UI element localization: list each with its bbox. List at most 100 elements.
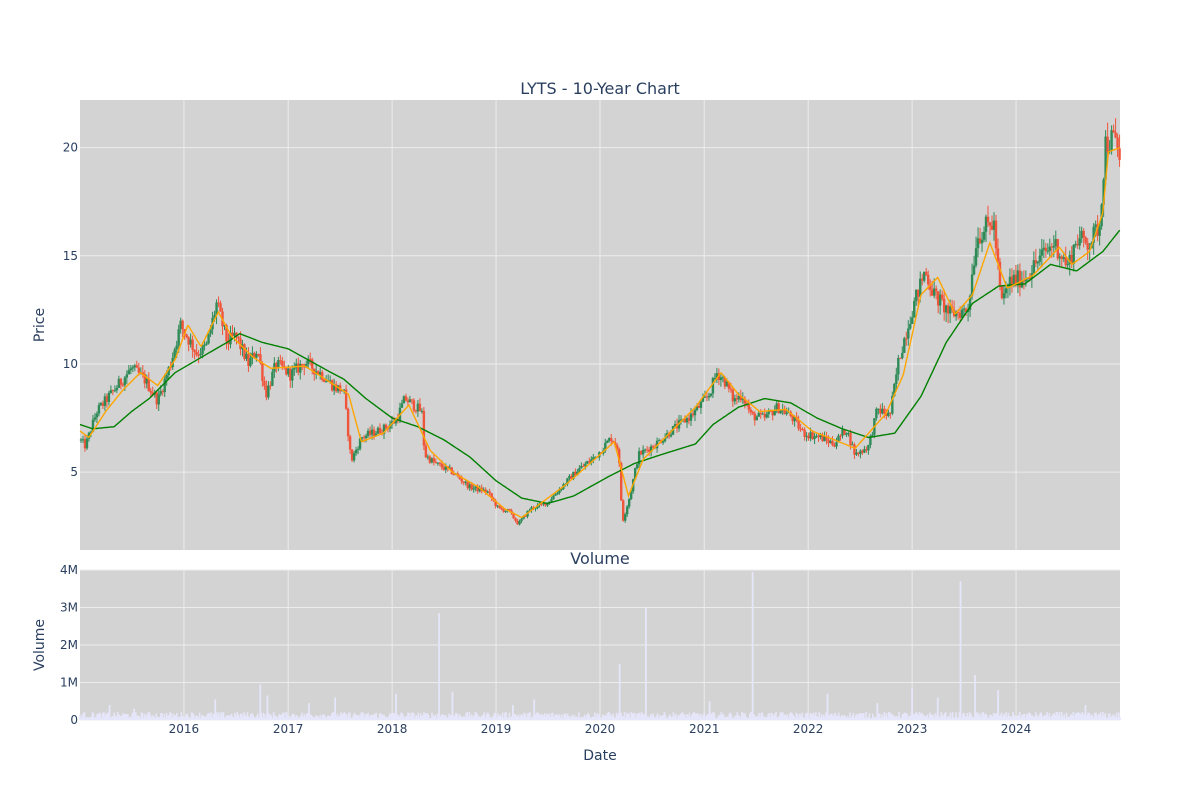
volume-bar xyxy=(887,712,890,720)
candle-body xyxy=(199,353,202,356)
volume-bar xyxy=(509,717,512,720)
candle-body xyxy=(247,353,250,366)
volume-bar xyxy=(268,714,270,720)
volume-bar xyxy=(469,716,472,720)
volume-bar xyxy=(968,712,971,720)
candle-body xyxy=(685,418,689,423)
candle-body xyxy=(434,461,438,463)
volume-bar xyxy=(341,714,343,720)
volume-bar xyxy=(754,716,757,720)
volume-bar xyxy=(185,714,187,720)
volume-bar xyxy=(604,715,606,720)
volume-bar xyxy=(1069,716,1071,720)
volume-bar xyxy=(636,713,638,720)
candle-body xyxy=(512,513,515,519)
volume-bar xyxy=(808,718,810,720)
candle-body xyxy=(793,416,796,422)
volume-x-tick-label: 2020 xyxy=(585,722,616,736)
volume-spike-bar xyxy=(214,699,217,720)
volume-bar xyxy=(682,714,685,720)
volume-bar xyxy=(466,711,469,720)
candle-body xyxy=(827,439,830,444)
candle-body xyxy=(751,411,754,414)
volume-bar xyxy=(637,713,639,720)
volume-bar xyxy=(1091,715,1094,720)
volume-bar xyxy=(734,716,736,720)
volume-bar xyxy=(314,714,317,720)
volume-bar xyxy=(529,712,531,720)
candle-body xyxy=(737,395,741,400)
volume-bar xyxy=(950,717,953,720)
volume-bar xyxy=(692,713,694,720)
volume-bar xyxy=(430,718,432,720)
candle-body xyxy=(133,365,137,368)
volume-bar xyxy=(422,715,424,720)
volume-bar xyxy=(972,717,974,720)
volume-bar xyxy=(1106,717,1109,720)
volume-bar xyxy=(340,712,342,720)
candle-body xyxy=(657,440,661,442)
candle-body xyxy=(643,449,647,451)
candle-body xyxy=(871,434,874,436)
volume-bar xyxy=(837,712,840,720)
volume-bar xyxy=(543,713,546,720)
volume-bar xyxy=(316,716,318,720)
volume-bar xyxy=(567,716,570,720)
candle-body xyxy=(265,385,268,398)
candle-body xyxy=(960,309,964,319)
volume-bar xyxy=(668,715,670,720)
volume-bar xyxy=(795,712,798,720)
volume-bar xyxy=(1111,715,1113,720)
candle-body xyxy=(119,378,123,385)
volume-bar xyxy=(1042,716,1045,720)
volume-bar xyxy=(569,716,571,720)
candle-body xyxy=(352,453,356,461)
candle-body xyxy=(1084,237,1087,243)
volume-bar xyxy=(1082,714,1085,720)
candle-body xyxy=(805,435,808,437)
volume-bar xyxy=(663,711,666,720)
candle-body xyxy=(962,308,966,310)
volume-bar xyxy=(662,714,665,720)
candle-body xyxy=(370,429,374,435)
volume-bar xyxy=(762,715,765,720)
candle-body xyxy=(932,288,936,296)
candle-body xyxy=(257,354,260,356)
volume-bar xyxy=(212,714,215,720)
volume-bar xyxy=(147,712,150,720)
volume-bar xyxy=(1065,712,1068,720)
volume-bar xyxy=(171,717,174,720)
candle-body xyxy=(1010,276,1014,285)
candle-body xyxy=(1022,280,1026,282)
volume-bar xyxy=(456,713,458,720)
price-y-ticks: 5 10 15 20 xyxy=(63,141,78,480)
volume-bar xyxy=(203,715,205,720)
volume-bar xyxy=(426,713,429,720)
volume-bar xyxy=(674,713,677,720)
volume-bar xyxy=(687,715,690,720)
volume-bar xyxy=(748,713,751,720)
volume-bar xyxy=(150,717,153,720)
volume-bar xyxy=(145,717,147,720)
volume-bar xyxy=(1104,713,1106,720)
volume-bar xyxy=(361,712,364,720)
volume-bar xyxy=(374,713,376,720)
volume-bar xyxy=(723,717,726,720)
volume-bar xyxy=(1078,712,1080,720)
candle-body xyxy=(524,515,527,517)
volume-bar xyxy=(229,715,232,720)
volume-bar xyxy=(612,713,614,720)
volume-bar xyxy=(490,717,493,720)
volume-bar xyxy=(1110,717,1112,720)
volume-bar xyxy=(841,714,843,720)
candle-body xyxy=(141,372,144,375)
candle-body xyxy=(253,352,256,358)
candle-body xyxy=(633,468,637,480)
volume-bar xyxy=(811,714,814,720)
volume-bar xyxy=(787,717,790,720)
candle-body xyxy=(667,432,671,437)
volume-bar xyxy=(186,713,188,720)
volume-bar xyxy=(507,717,510,720)
candle-body xyxy=(1046,250,1050,252)
volume-bar xyxy=(97,714,100,720)
